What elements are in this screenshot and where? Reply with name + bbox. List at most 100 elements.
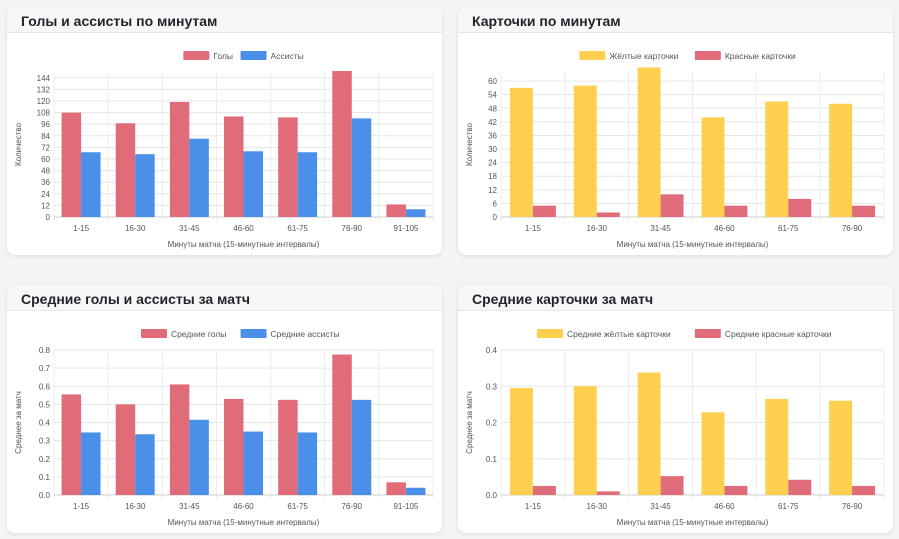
x-tick-label: 16-30 xyxy=(587,502,608,511)
chart-card-avg-cards: Средние карточки за матч Средние жёлтые … xyxy=(458,285,893,533)
bar-chart: Средние голы Средние ассисты 0.0 0.1 0.2 0.3 0… xyxy=(14,329,434,527)
card-header: Средние голы и ассисты за матч xyxy=(7,285,442,311)
x-tick-label: 1-15 xyxy=(525,502,542,511)
bar xyxy=(135,434,155,495)
card-header: Карточки по минутам xyxy=(458,7,893,33)
bar xyxy=(115,404,136,495)
legend-label: Жёлтые карточки xyxy=(609,51,678,61)
x-tick-label: 31-45 xyxy=(650,224,671,233)
bar xyxy=(829,103,853,217)
bar xyxy=(405,209,426,217)
y-tick-label: 48 xyxy=(41,167,50,176)
y-tick-label: 0.2 xyxy=(486,419,498,428)
y-tick-label: 36 xyxy=(41,178,50,187)
card-title: Средние голы и ассисты за матч xyxy=(21,291,251,307)
bar xyxy=(169,384,190,495)
x-tick-label: 16-30 xyxy=(125,224,146,233)
bar xyxy=(405,487,426,495)
y-tick-label: 0.2 xyxy=(39,455,51,464)
x-tick-label: 31-45 xyxy=(650,502,671,511)
y-tick-label: 42 xyxy=(488,118,497,127)
x-tick-label: 46-60 xyxy=(233,224,254,233)
y-tick-label: 0.5 xyxy=(39,400,51,409)
legend-swatch xyxy=(240,329,267,338)
bar xyxy=(189,419,209,495)
bar xyxy=(829,400,853,495)
x-axis-title: Минуты матча (15-минутные интервалы) xyxy=(617,518,769,527)
x-tick-label: 1-15 xyxy=(525,224,542,233)
chart-card-avg-goals-assists: Средние голы и ассисты за матч Средние г… xyxy=(7,285,442,533)
x-axis-title: Минуты матча (15-минутные интервалы) xyxy=(168,518,320,527)
y-tick-label: 0.6 xyxy=(39,382,51,391)
y-tick-label: 132 xyxy=(37,85,51,94)
chart-card-goals-assists: Голы и ассисты по минутам Голы Ассисты 0 12… xyxy=(7,7,442,255)
y-tick-label: 0.7 xyxy=(39,364,51,373)
legend-label: Голы xyxy=(213,51,233,61)
legend-label: Средние красные карточки xyxy=(725,329,832,339)
card-header: Средние карточки за матч xyxy=(458,285,893,311)
bar-chart: Жёлтые карточки Красные карточки 0 6 12 18 24 3… xyxy=(465,51,885,249)
y-tick-label: 24 xyxy=(41,190,50,199)
y-tick-label: 0.8 xyxy=(39,346,51,355)
y-tick-label: 30 xyxy=(488,145,497,154)
x-tick-label: 91-105 xyxy=(393,224,418,233)
y-tick-label: 18 xyxy=(488,172,497,181)
legend-swatch xyxy=(694,51,721,60)
y-tick-label: 0 xyxy=(493,213,498,222)
bar xyxy=(660,476,684,495)
y-tick-label: 0.4 xyxy=(486,346,498,355)
bar xyxy=(351,118,372,217)
y-tick-label: 24 xyxy=(488,159,497,168)
bar xyxy=(532,485,556,495)
y-tick-label: 96 xyxy=(41,120,50,129)
y-axis-title: Количество xyxy=(465,122,474,166)
x-tick-label: 76-90 xyxy=(342,502,363,511)
y-tick-label: 120 xyxy=(37,97,51,106)
bar xyxy=(224,116,244,217)
card-title: Голы и ассисты по минутам xyxy=(21,13,218,29)
bar xyxy=(278,117,298,217)
bar xyxy=(596,212,620,217)
bar xyxy=(189,138,209,217)
card-title: Средние карточки за матч xyxy=(472,291,654,307)
legend-label: Средние жёлтые карточки xyxy=(567,329,671,339)
x-tick-label: 46-60 xyxy=(714,224,735,233)
bar xyxy=(332,354,352,495)
y-axis-title: Среднее за матч xyxy=(14,391,23,454)
bar xyxy=(532,205,556,217)
x-tick-label: 76-90 xyxy=(342,224,363,233)
bar-chart: Голы Ассисты 0 12 24 36 48 60 72 84 96 108 120 132 144… xyxy=(14,51,434,249)
x-tick-label: 46-60 xyxy=(233,502,254,511)
bar xyxy=(278,399,298,495)
bar xyxy=(297,152,318,217)
bar xyxy=(332,71,352,218)
y-tick-label: 0.1 xyxy=(486,455,498,464)
y-tick-label: 0.0 xyxy=(486,491,498,500)
bar xyxy=(852,485,876,495)
bar xyxy=(637,67,661,217)
bar xyxy=(243,151,263,217)
bar xyxy=(115,123,136,217)
y-axis-title: Среднее за матч xyxy=(465,391,474,454)
bar xyxy=(135,154,155,217)
x-tick-label: 16-30 xyxy=(125,502,146,511)
chart-card-cards: Карточки по минутам Жёлтые карточки Красн… xyxy=(458,7,893,255)
bar-chart: Средние жёлтые карточки Средние красные к… xyxy=(465,329,885,527)
x-axis-title: Минуты матча (15-минутные интервалы) xyxy=(168,240,320,249)
bar xyxy=(61,112,82,217)
card-title: Карточки по минутам xyxy=(472,13,621,29)
x-tick-label: 61-75 xyxy=(287,502,308,511)
bar xyxy=(701,117,725,217)
bar xyxy=(852,205,876,217)
bar xyxy=(243,431,263,495)
y-tick-label: 0.4 xyxy=(39,419,51,428)
x-tick-label: 76-90 xyxy=(842,502,863,511)
bar xyxy=(81,432,101,495)
y-tick-label: 84 xyxy=(41,132,50,141)
bar xyxy=(297,432,318,495)
legend-swatch xyxy=(579,51,606,60)
bar xyxy=(660,194,684,217)
legend-swatch xyxy=(183,51,210,60)
legend-label: Красные карточки xyxy=(725,51,796,61)
bar xyxy=(596,491,620,495)
